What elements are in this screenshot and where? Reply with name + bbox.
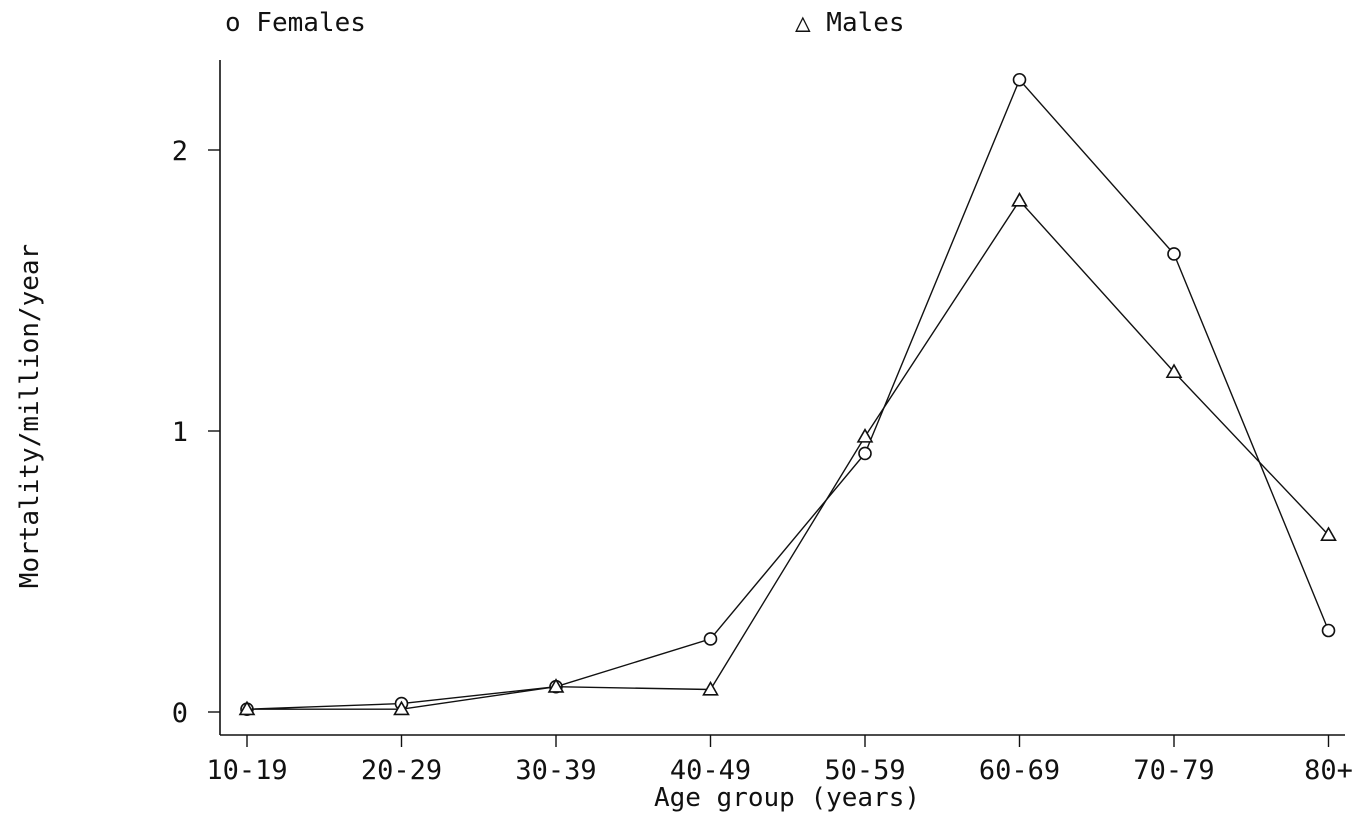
data-point-males	[1320, 526, 1337, 542]
y-tick-label: 2	[172, 136, 188, 167]
series-line-females	[246, 78, 1330, 710]
data-point-females	[1012, 72, 1027, 87]
x-tick-label: 70-79	[1133, 755, 1214, 786]
x-tick-label: 80+	[1304, 755, 1353, 786]
data-point-females	[703, 632, 718, 646]
data-point-males	[393, 700, 410, 716]
y-tick-label: 0	[172, 698, 188, 729]
data-point-males	[1011, 191, 1028, 207]
data-point-females	[1321, 623, 1336, 638]
data-point-females	[1167, 247, 1181, 261]
data-point-males	[1165, 363, 1183, 379]
legend-females: o Females	[225, 8, 366, 38]
y-axis-title: Mortality/million/year	[15, 244, 45, 588]
x-ticks: 10-19 20-29 30-39 40-49 50-59 60-69 70-79 80+	[206, 735, 1353, 786]
x-tick-label: 20-29	[361, 755, 442, 786]
x-axis-title: Age group (years)	[654, 783, 920, 813]
data-point-males	[856, 428, 874, 443]
data-point-males	[702, 680, 719, 696]
x-tick-label: 40-49	[670, 755, 751, 786]
x-tick-label: 30-39	[515, 755, 596, 786]
data-point-females	[858, 446, 872, 461]
x-tick-label: 60-69	[979, 755, 1060, 786]
series-layer	[238, 72, 1337, 716]
data-point-males	[547, 678, 565, 693]
data-point-males	[238, 700, 256, 716]
y-tick-label: 1	[172, 417, 188, 448]
series-line-males	[247, 199, 1330, 710]
legend-males: △ Males	[795, 8, 905, 38]
y-ticks: 0 1 2	[172, 136, 220, 729]
x-tick-label: 50-59	[824, 755, 905, 786]
x-tick-label: 10-19	[206, 755, 287, 786]
